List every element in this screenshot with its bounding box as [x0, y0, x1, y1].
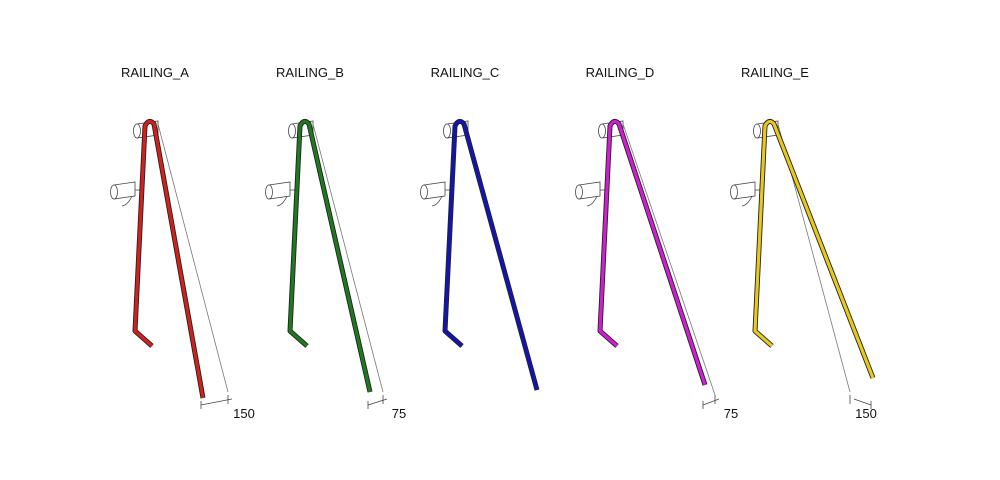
- bracket-arm: [741, 189, 760, 207]
- dimension-label: 150: [855, 406, 877, 421]
- railing-panel: RAILING_E 150: [730, 65, 877, 421]
- railing-panel: RAILING_C: [420, 65, 540, 391]
- rail-outline: [287, 118, 373, 393]
- bracket-arm: [121, 189, 140, 207]
- railing-panel: RAILING_A 150: [110, 65, 255, 421]
- panel-title: RAILING_C: [431, 65, 500, 80]
- panel-title: RAILING_D: [586, 65, 655, 80]
- bracket-end: [133, 123, 141, 139]
- panel-title: RAILING_A: [121, 65, 189, 80]
- railing-panel: RAILING_D 75: [575, 65, 738, 421]
- reference-line: [622, 123, 716, 396]
- rail: [598, 119, 707, 386]
- dimension-line: [367, 398, 388, 406]
- rail: [288, 119, 372, 393]
- reference-line: [312, 123, 384, 393]
- bracket-arm: [586, 189, 605, 207]
- bracket-end: [110, 184, 118, 200]
- bracket-end: [575, 184, 583, 200]
- dimension-label: 150: [233, 406, 255, 421]
- rail: [443, 119, 539, 391]
- rail: [753, 119, 875, 379]
- dimension-line: [200, 398, 233, 406]
- bracket-end: [753, 123, 761, 139]
- bracket-end: [443, 123, 451, 139]
- dimension-label: 75: [724, 406, 738, 421]
- dimension-line: [853, 398, 872, 406]
- bracket-arm: [276, 189, 295, 207]
- bracket-end: [420, 184, 428, 200]
- reference-line: [157, 123, 229, 393]
- panel-title: RAILING_E: [741, 65, 809, 80]
- panel-title: RAILING_B: [276, 65, 344, 80]
- dimension-line: [702, 398, 720, 406]
- bracket-arm: [431, 189, 450, 207]
- rail-outline: [442, 118, 540, 391]
- dimension-label: 75: [392, 406, 406, 421]
- rail-outline: [752, 118, 876, 379]
- railing-panel: RAILING_B 75: [265, 65, 406, 421]
- bracket-end: [265, 184, 273, 200]
- rail: [133, 119, 205, 399]
- bracket-end: [598, 123, 606, 139]
- bracket-end: [288, 123, 296, 139]
- rail-outline: [132, 118, 206, 399]
- bracket-end: [730, 184, 738, 200]
